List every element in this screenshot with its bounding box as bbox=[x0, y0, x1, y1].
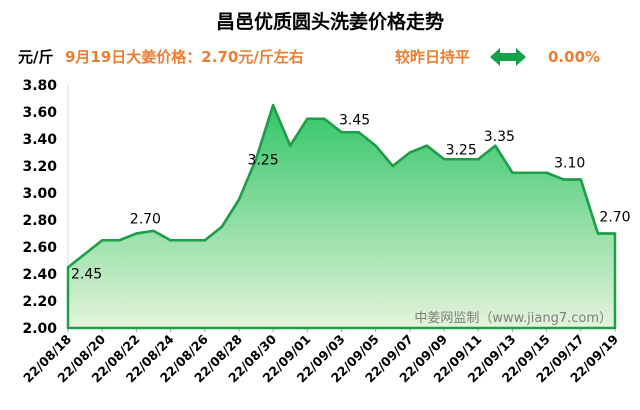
change-value: 0.00% bbox=[548, 48, 601, 66]
double-arrow-shape bbox=[490, 48, 526, 66]
data-point bbox=[169, 239, 172, 242]
data-label: 3.45 bbox=[339, 112, 370, 128]
data-point bbox=[100, 239, 104, 242]
data-point bbox=[203, 239, 206, 242]
data-point bbox=[323, 117, 326, 120]
data-point bbox=[254, 158, 258, 161]
double-arrow-icon bbox=[490, 48, 526, 66]
data-label: 2.70 bbox=[130, 212, 161, 228]
data-point bbox=[66, 266, 70, 269]
price-series bbox=[66, 103, 617, 330]
y-tick-label: 3.40 bbox=[22, 132, 57, 148]
data-point bbox=[494, 144, 497, 147]
data-point bbox=[477, 158, 480, 161]
data-point bbox=[340, 131, 343, 134]
change-label: 较昨日持平 bbox=[395, 48, 471, 66]
data-point bbox=[528, 171, 531, 174]
y-tick-label: 3.00 bbox=[22, 186, 57, 202]
data-label: 3.35 bbox=[484, 129, 515, 145]
y-tick-label: 3.60 bbox=[22, 105, 57, 121]
data-point bbox=[152, 229, 155, 232]
data-point bbox=[118, 239, 121, 242]
data-label: 3.25 bbox=[446, 142, 477, 158]
data-point bbox=[442, 158, 446, 161]
y-axis-tick-labels: 2.00 2.20 2.40 2.60 2.80 3.00 3.20 3.40 3.60 3.80 bbox=[22, 78, 57, 337]
y-tick-label: 2.60 bbox=[22, 240, 57, 256]
data-point bbox=[425, 144, 429, 147]
data-label: 3.10 bbox=[554, 156, 585, 172]
data-label: 2.70 bbox=[599, 210, 630, 226]
y-tick-label: 2.20 bbox=[22, 294, 57, 310]
y-tick-label: 2.80 bbox=[22, 213, 57, 229]
data-point bbox=[562, 178, 565, 181]
data-point bbox=[545, 171, 548, 174]
y-tick-label: 3.20 bbox=[22, 159, 57, 175]
data-label: 2.45 bbox=[71, 266, 102, 282]
y-tick-label: 2.00 bbox=[22, 321, 57, 337]
chart-title: 昌邑优质圆头洗姜价格走势 bbox=[215, 11, 444, 33]
data-point bbox=[374, 144, 377, 147]
y-axis-unit: 元/斤 bbox=[18, 48, 54, 66]
data-labels: 2.45 2.70 3.25 3.45 3.25 3.35 3.10 2.70 bbox=[71, 112, 631, 282]
data-label: 3.25 bbox=[247, 152, 278, 168]
data-point bbox=[579, 178, 583, 181]
data-point bbox=[135, 232, 138, 235]
data-point bbox=[459, 158, 463, 161]
y-tick-label: 3.80 bbox=[22, 78, 57, 94]
data-point bbox=[596, 232, 600, 235]
data-point bbox=[357, 131, 360, 134]
data-point bbox=[83, 252, 87, 255]
y-tick-label: 2.40 bbox=[22, 267, 57, 283]
data-point bbox=[289, 144, 292, 147]
data-point bbox=[306, 117, 309, 120]
data-point bbox=[271, 104, 275, 107]
watermark: 中姜网监制（www.jiang7.com） bbox=[414, 311, 612, 326]
data-point bbox=[237, 198, 241, 201]
data-point bbox=[186, 239, 189, 242]
data-point bbox=[613, 232, 617, 235]
data-point bbox=[391, 164, 394, 168]
data-point bbox=[511, 171, 514, 174]
price-note: 9月19日大姜价格：2.70元/斤左右 bbox=[65, 48, 304, 66]
data-point bbox=[408, 151, 412, 154]
data-point bbox=[220, 225, 224, 228]
x-axis-tick-labels: 22/08/1822/08/2022/08/2222/08/2422/08/26… bbox=[20, 331, 621, 385]
